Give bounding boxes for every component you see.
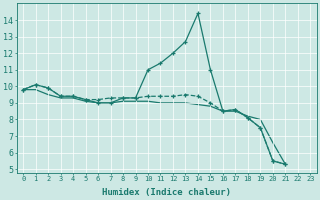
X-axis label: Humidex (Indice chaleur): Humidex (Indice chaleur) bbox=[102, 188, 231, 197]
